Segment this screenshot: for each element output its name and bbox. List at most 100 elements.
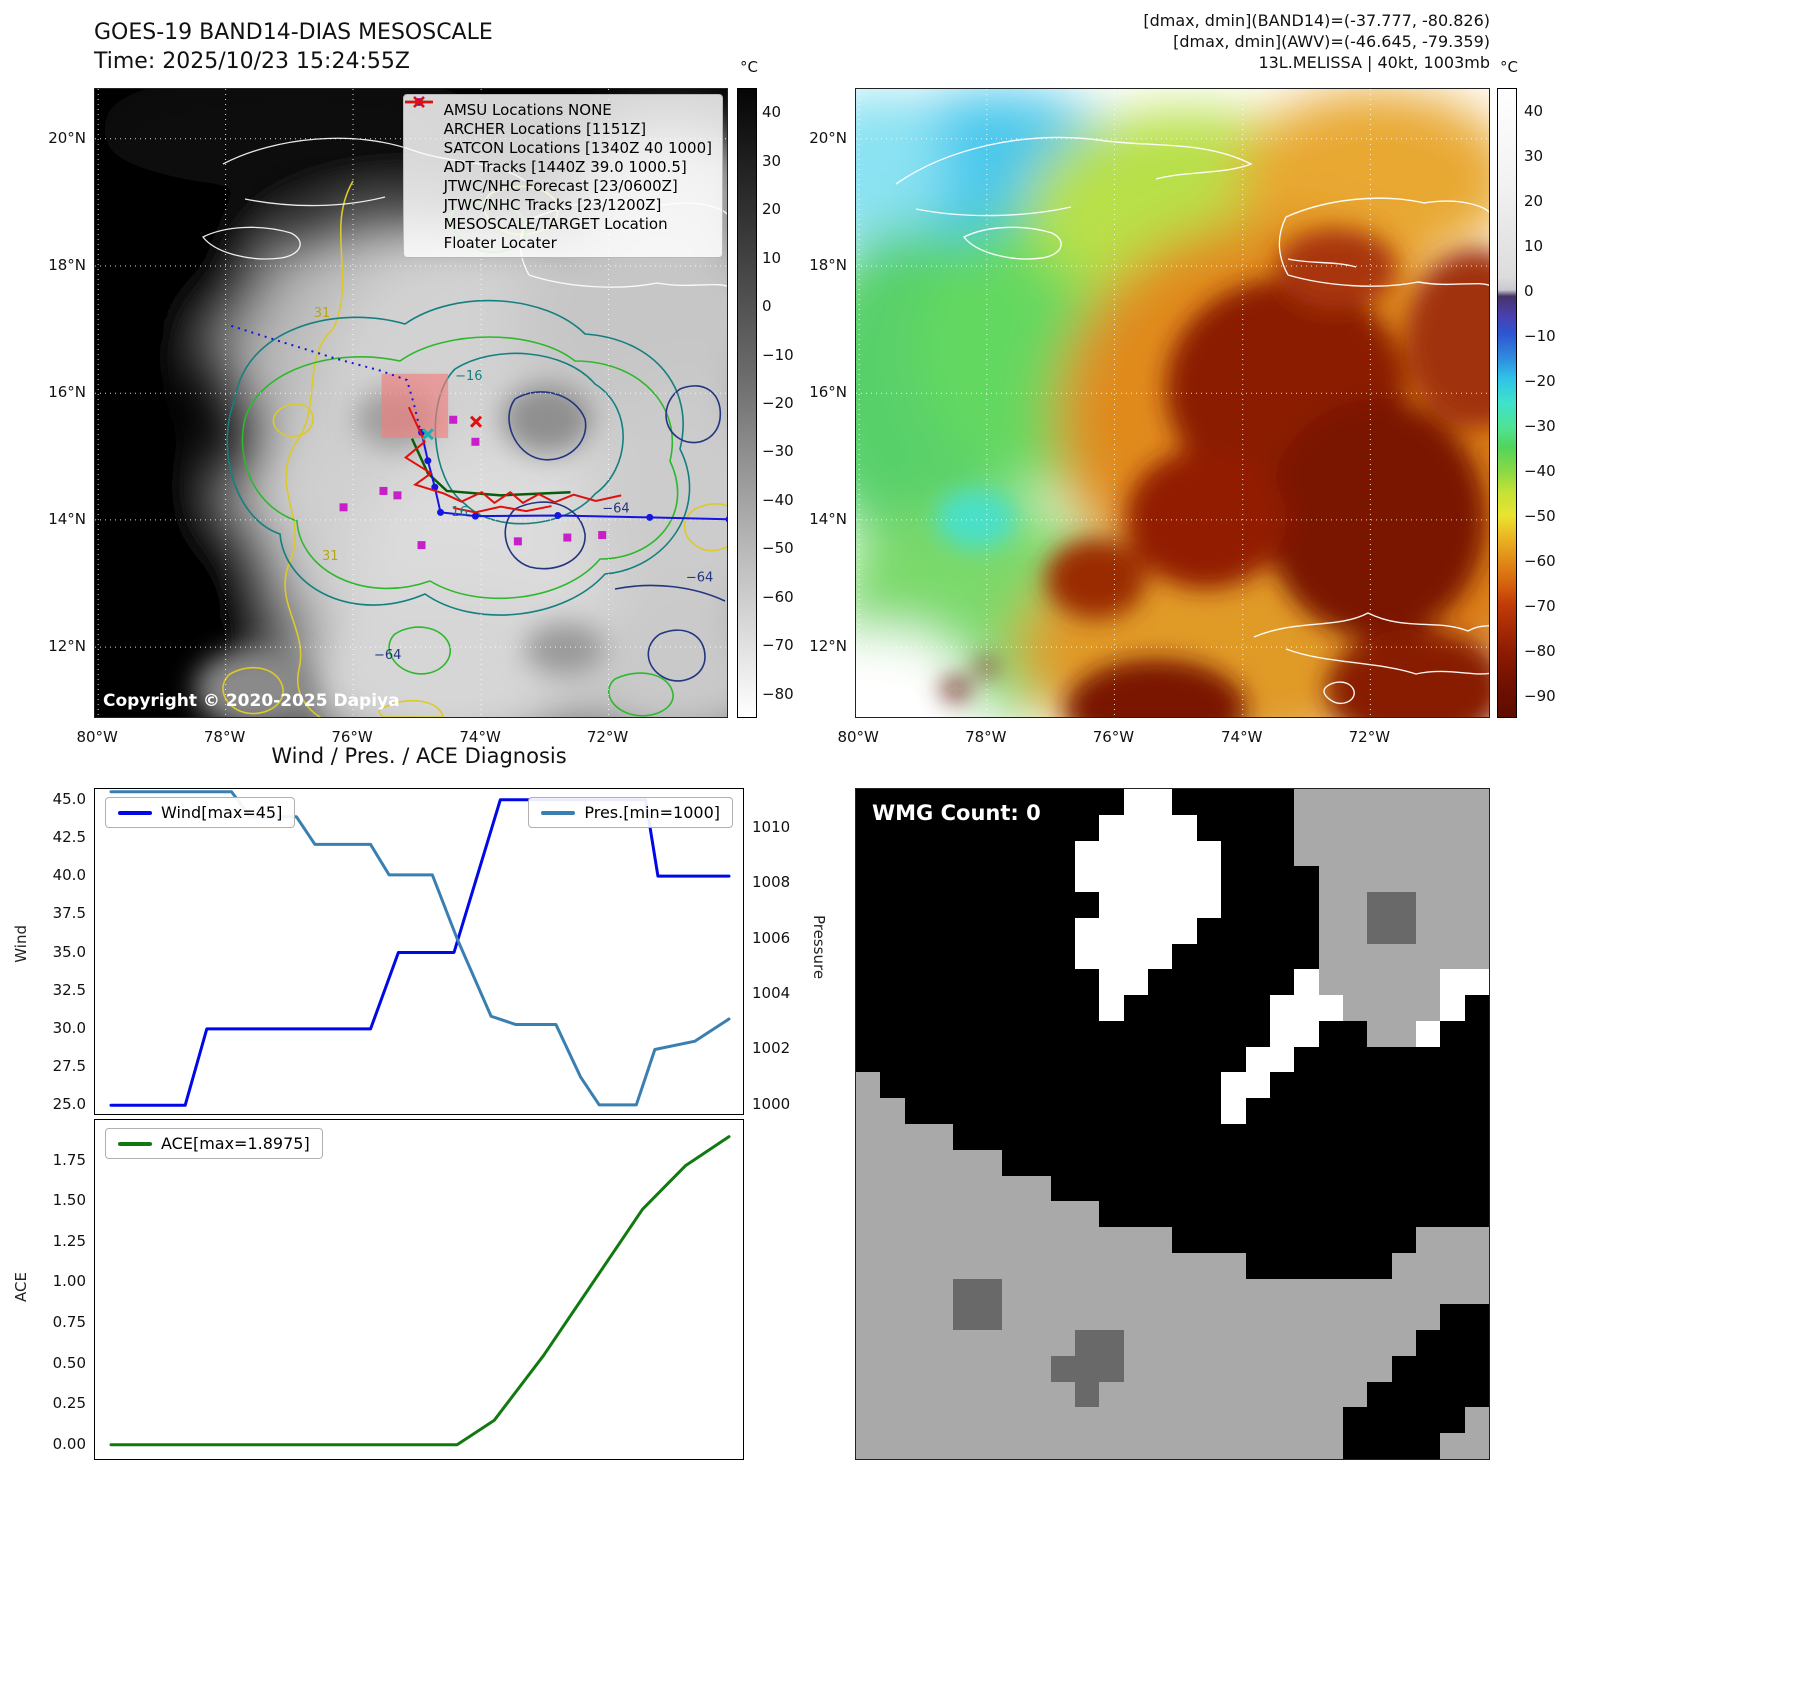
wmg-cell: [1026, 1046, 1051, 1073]
wmg-cell: [904, 1072, 930, 1099]
wmg-cell: [856, 969, 881, 996]
wmg-cell: [929, 1381, 954, 1408]
wmg-cell: [1196, 1407, 1222, 1434]
wmg-cell: [1123, 1381, 1149, 1408]
wmg-cell: [1342, 866, 1368, 893]
legend-item: ARCHER Locations [1151Z]: [410, 98, 712, 138]
wmg-cell: [1391, 1046, 1416, 1073]
wmg-cell: [1440, 814, 1465, 841]
wmg-cell: [1294, 1381, 1319, 1408]
legend-item: AMSU Locations NONE: [410, 98, 712, 119]
wmg-cell: [1221, 1330, 1246, 1356]
wmg-cell: [1026, 1381, 1051, 1408]
wmg-cell: [904, 1433, 930, 1459]
wmg-cell: [1148, 1278, 1173, 1305]
wmg-cell: [904, 789, 930, 815]
wmg-cell: [1075, 917, 1100, 944]
colorbar-tick-label: −20: [1524, 371, 1556, 390]
wmg-cell: [1464, 1330, 1489, 1356]
wmg-cell: [1221, 1123, 1246, 1150]
wmg-cell: [1123, 789, 1149, 815]
wmg-cell: [1415, 995, 1441, 1021]
wmg-cell: [929, 1433, 954, 1459]
wmg-cell: [1099, 969, 1124, 996]
wmg-cell: [1440, 840, 1465, 867]
wmg-cell: [1367, 1433, 1392, 1459]
wmg-cell: [977, 1123, 1003, 1150]
wmg-cell: [1026, 1020, 1051, 1047]
wmg-cell: [1172, 892, 1197, 918]
wmg-cell: [953, 1072, 978, 1099]
wmg-cell: [1367, 1098, 1392, 1124]
wmg-cell: [1269, 969, 1295, 996]
wmg-cell: [1050, 1175, 1076, 1202]
wmg-cell: [1002, 1123, 1027, 1150]
wmg-cell: [1148, 1330, 1173, 1356]
wmg-cell: [1464, 1381, 1489, 1408]
wmg-cell: [977, 1304, 1003, 1331]
wmg-cell: [1050, 1227, 1076, 1253]
mesoscale-target-marker: [469, 415, 483, 428]
wmg-cell: [1318, 1433, 1343, 1459]
wmg-cell: [1318, 892, 1343, 918]
wmg-cell: [1099, 995, 1124, 1021]
wmg-cell: [1318, 969, 1343, 996]
wmg-cell: [1245, 1330, 1270, 1356]
wmg-cell: [1245, 1201, 1270, 1228]
wmg-cell: [953, 1252, 978, 1279]
wmg-cell: [1440, 1355, 1465, 1382]
wmg-cell: [856, 1355, 881, 1382]
wmg-cell: [1075, 1355, 1100, 1382]
wmg-cell: [1269, 1201, 1295, 1228]
wmg-cell: [1440, 969, 1465, 996]
wmg-cell: [1099, 840, 1124, 867]
archer-location-marker: [513, 537, 522, 546]
wmg-cell: [1075, 1175, 1100, 1202]
wmg-cell: [1002, 1407, 1027, 1434]
wmg-cell: [1269, 1304, 1295, 1331]
wmg-cell: [1026, 814, 1051, 841]
wmg-cell: [1196, 995, 1222, 1021]
wmg-cell: [1464, 917, 1489, 944]
chart-legend-label: Wind[max=45]: [161, 803, 283, 822]
wmg-cell: [1099, 1227, 1124, 1253]
contour-label: 31: [322, 549, 339, 564]
wmg-cell: [1196, 789, 1222, 815]
wmg-cell: [1002, 1020, 1027, 1047]
wmg-cell: [1464, 840, 1489, 867]
wmg-cell: [1367, 1227, 1392, 1253]
wmg-block-grid: [856, 789, 1489, 1459]
wmg-cell: [1342, 789, 1368, 815]
wmg-cell: [1221, 1046, 1246, 1073]
wmg-cell: [1269, 892, 1295, 918]
wmg-cell: [1391, 866, 1416, 893]
wmg-cell: [1342, 1227, 1368, 1253]
wmg-cell: [1269, 1381, 1295, 1408]
satcon-location-marker: [421, 428, 434, 441]
wmg-cell: [856, 1252, 881, 1279]
wmg-cell: [1026, 1278, 1051, 1305]
wmg-cell: [977, 969, 1003, 996]
awv-header-band14-range: [dmax, dmin](BAND14)=(-37.777, -80.826): [1143, 11, 1490, 30]
wmg-cell: [1123, 892, 1149, 918]
wmg-count-label: WMG Count: 0: [872, 801, 1041, 825]
wmg-cell: [1415, 1355, 1441, 1382]
colorbar-tick-label: −90: [1524, 686, 1556, 705]
wmg-cell: [1464, 1227, 1489, 1253]
wmg-cell: [953, 1149, 978, 1176]
wmg-cell: [1318, 1201, 1343, 1228]
wmg-cell: [953, 814, 978, 841]
lat-tick-label: 14°N: [809, 509, 847, 528]
wmg-cell: [1294, 995, 1319, 1021]
wmg-cell: [856, 1072, 881, 1099]
wmg-cell: [977, 1227, 1003, 1253]
wmg-cell: [977, 1381, 1003, 1408]
storm-overlays: 31 31 −16 16 −64 −64 −64: [231, 306, 727, 663]
wmg-cell: [1221, 917, 1246, 944]
colorbar-tick-label: −30: [762, 442, 794, 461]
wmg-cell: [1050, 1098, 1076, 1124]
wmg-cell: [1148, 1381, 1173, 1408]
contour-teal: [226, 299, 691, 616]
wmg-cell: [1172, 814, 1197, 841]
wmg-cell: [1294, 1330, 1319, 1356]
